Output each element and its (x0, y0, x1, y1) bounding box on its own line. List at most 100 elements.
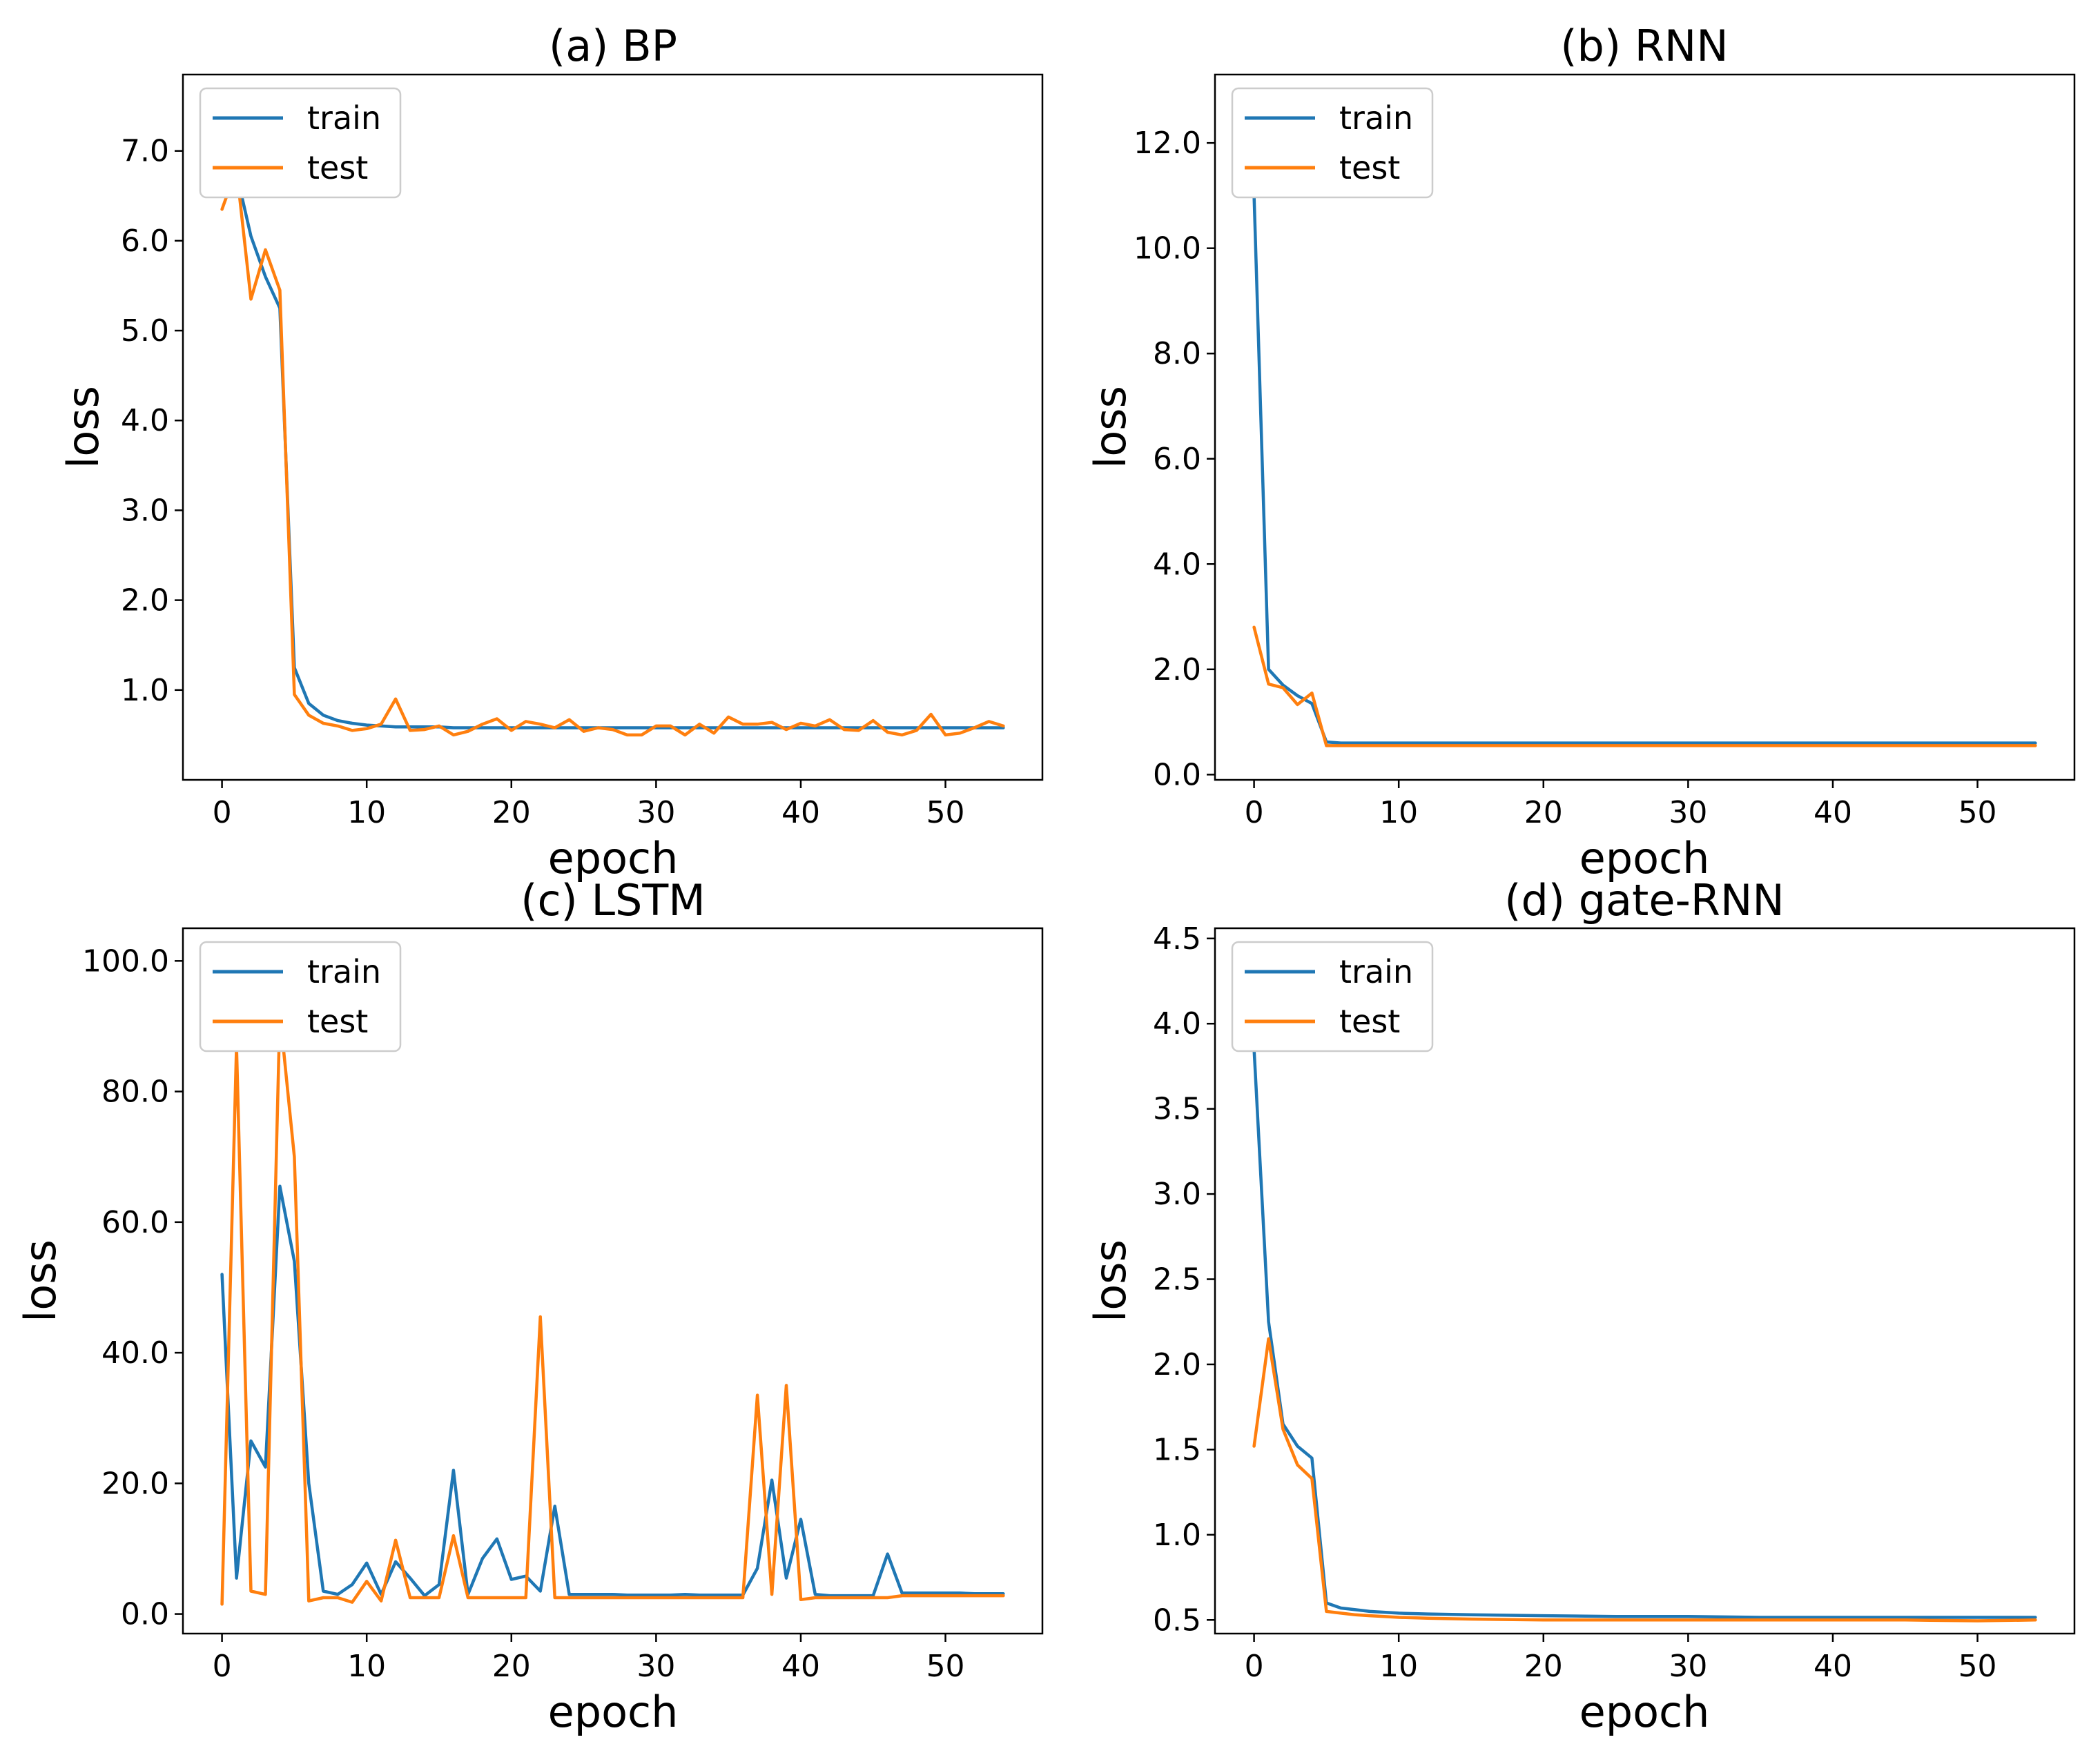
panel-c-xlabel: epoch (548, 1687, 679, 1737)
panel-a-xlabel: epoch (548, 833, 679, 883)
panel-c-ytick-label: 40.0 (101, 1335, 169, 1371)
panel-a-xtick-label: 20 (492, 795, 531, 830)
panel-c-test-line (220, 1011, 1005, 1606)
panel-c-xtick-label: 0 (213, 1649, 232, 1684)
panel-d-ytick-label: 4.0 (1153, 1006, 1201, 1041)
panel-d-xtick-label: 10 (1379, 1649, 1418, 1684)
panel-b-xtick-label: 30 (1669, 795, 1707, 830)
panel-c-xtick-label: 50 (926, 1649, 965, 1684)
panel-a-xtick-label: 0 (213, 795, 232, 830)
panel-a-ytick-label: 3.0 (121, 493, 169, 528)
panel-d-ytick-label: 2.5 (1153, 1262, 1201, 1297)
panel-a-legend-box (199, 87, 402, 199)
panel-d-legend-box (1231, 941, 1434, 1052)
panel-a-xtick-label: 50 (926, 795, 965, 830)
panel-d-test-line (1252, 1337, 2037, 1623)
panel-d: (d) gate-RNN 0 10 20 30 40 50 0.5 1.0 1.5 2.0 2.5 3… (1085, 875, 2076, 1737)
panel-d-axes-frame (1214, 927, 2076, 1635)
panel-a-ytick-label: 4.0 (121, 403, 169, 438)
panel-a-ytick-label: 5.0 (121, 313, 169, 349)
panel-a-ytick-label: 7.0 (121, 134, 169, 169)
panel-d-legend: train test (1231, 941, 1434, 1052)
panel-c-legend-test-label: test (307, 1003, 368, 1040)
panel-a-title: (a) BP (549, 21, 677, 71)
panel-a: (a) BP 0 10 20 30 40 501.02.03.04.05.06.07.0 … (58, 21, 1044, 883)
panel-c-xtick-label: 30 (636, 1649, 675, 1684)
panel-d-ytick-label: 3.5 (1153, 1092, 1201, 1127)
panel-b-xtick-label: 40 (1814, 795, 1852, 830)
panel-b-xtick-label: 0 (1245, 795, 1264, 830)
panel-d-xtick-label: 30 (1669, 1649, 1707, 1684)
panel-d-xtick-label: 40 (1814, 1649, 1852, 1684)
panel-c: (c) LSTM 0 10 20 30 40 50 0.0 20.0 40.0 60.0 80.0 1… (15, 875, 1044, 1737)
panel-d-xtick-label: 0 (1245, 1649, 1264, 1684)
panel-c-xtick-label: 20 (492, 1649, 531, 1684)
panel-b-xtick-label: 20 (1524, 795, 1563, 830)
panel-b-ytick-label: 2.0 (1153, 652, 1201, 687)
panel-c-legend: train test (199, 941, 402, 1052)
panel-b-xtick-label: 50 (1958, 795, 1997, 830)
panel-b-ytick-label: 10.0 (1134, 231, 1201, 266)
panel-b-legend-test-label: test (1339, 149, 1400, 186)
panel-c-train-line (220, 1184, 1005, 1598)
panel-b-ytick-label: 8.0 (1153, 336, 1201, 371)
panel-a-ticks: 0 10 20 30 40 50 1.0 2.0 3.0 4.0 5.0 6.0 7.0 (121, 134, 965, 830)
panel-d-xlabel: epoch (1579, 1687, 1710, 1737)
panel-c-ylabel: loss (15, 1240, 66, 1322)
panel-d-train-line (1252, 1048, 2037, 1619)
panel-d-title: (d) gate-RNN (1504, 875, 1784, 925)
panel-a-lines (220, 167, 1005, 737)
panel-a-legend-test-label: test (307, 149, 368, 186)
panel-c-ytick-label: 60.0 (101, 1205, 169, 1240)
panel-c-ytick-label: 80.0 (101, 1075, 169, 1110)
panel-b-legend-train-label: train (1339, 99, 1413, 137)
panel-b-ticks: 0 10 20 30 40 50 0.0 2.0 4.0 6.0 8.0 10.0 12.0 (1134, 126, 1997, 830)
panel-c-legend-train-label: train (307, 953, 381, 990)
panel-d-ytick-label: 2.0 (1153, 1347, 1201, 1382)
panel-c-ytick-label: 0.0 (121, 1597, 169, 1632)
panel-c-ticks: 0 10 20 30 40 50 0.0 20.0 40.0 60.0 80.0 100.0 (82, 943, 965, 1684)
panel-d-ytick-label: 4.5 (1153, 921, 1201, 957)
panel-a-ytick-label: 1.0 (121, 673, 169, 708)
panel-b-ytick-label: 12.0 (1134, 126, 1201, 161)
panel-b-ylabel: loss (1085, 386, 1136, 469)
panel-c-title: (c) LSTM (521, 875, 705, 925)
panel-d-ylabel: loss (1085, 1240, 1136, 1322)
panel-a-ytick-label: 6.0 (121, 224, 169, 259)
panel-d-ytick-label: 1.0 (1153, 1518, 1201, 1553)
panel-d-ytick-label: 3.0 (1153, 1177, 1201, 1212)
panel-d-legend-test-label: test (1339, 1003, 1400, 1040)
panel-b-ytick-label: 6.0 (1153, 442, 1201, 477)
panel-b-lines (1252, 194, 2037, 747)
panel-c-lines (220, 1011, 1005, 1606)
panel-b-title: (b) RNN (1560, 21, 1728, 71)
panel-c-ytick-label: 100.0 (82, 943, 169, 979)
panel-b-test-line (1252, 625, 2037, 747)
panel-a-test-line (220, 167, 1005, 737)
panel-b-ytick-label: 4.0 (1153, 547, 1201, 582)
panel-a-legend-train-label: train (307, 99, 381, 137)
panel-c-axes-frame (182, 927, 1044, 1635)
panel-c-ytick-label: 20.0 (101, 1466, 169, 1501)
panel-d-ytick-label: 1.5 (1153, 1432, 1201, 1467)
panel-b-legend-box (1231, 87, 1434, 199)
panel-d-xtick-label: 50 (1958, 1649, 1997, 1684)
panel-d-ticks: 0 10 20 30 40 50 0.5 1.0 1.5 2.0 2.5 3.0 3.5 4.0 4.5 (1153, 921, 1997, 1684)
panel-a-xtick-label: 30 (636, 795, 675, 830)
panel-b: (b) RNN 0 10 20 30 40 50 0.0 2.0 4.0 6.0 8.0 10.0 12… (1085, 21, 2076, 883)
panel-b-xlabel: epoch (1579, 833, 1710, 883)
panel-c-xtick-label: 40 (781, 1649, 820, 1684)
panel-d-ytick-label: 0.5 (1153, 1603, 1201, 1638)
panel-a-axes-frame (182, 73, 1044, 781)
panel-b-train-line (1252, 194, 2037, 745)
panel-a-xtick-label: 10 (347, 795, 386, 830)
panel-b-legend: train test (1231, 87, 1434, 199)
panel-d-xtick-label: 20 (1524, 1649, 1563, 1684)
panel-d-lines (1252, 1048, 2037, 1623)
panel-c-xtick-label: 10 (347, 1649, 386, 1684)
panel-a-legend: train test (199, 87, 402, 199)
panel-d-legend-train-label: train (1339, 953, 1413, 990)
panel-b-axes-frame (1214, 73, 2076, 781)
panel-a-xtick-label: 40 (781, 795, 820, 830)
panel-a-ylabel: loss (58, 386, 108, 469)
